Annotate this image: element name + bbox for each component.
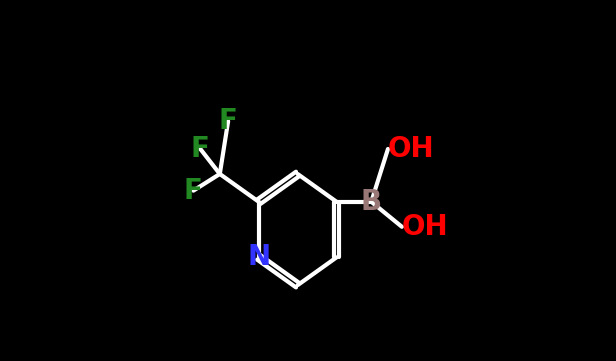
Text: N: N <box>247 243 270 271</box>
Text: F: F <box>191 135 210 163</box>
Text: OH: OH <box>402 213 448 241</box>
Text: B: B <box>361 188 382 216</box>
Text: OH: OH <box>388 135 435 163</box>
Text: F: F <box>219 107 238 135</box>
Text: F: F <box>184 177 203 205</box>
